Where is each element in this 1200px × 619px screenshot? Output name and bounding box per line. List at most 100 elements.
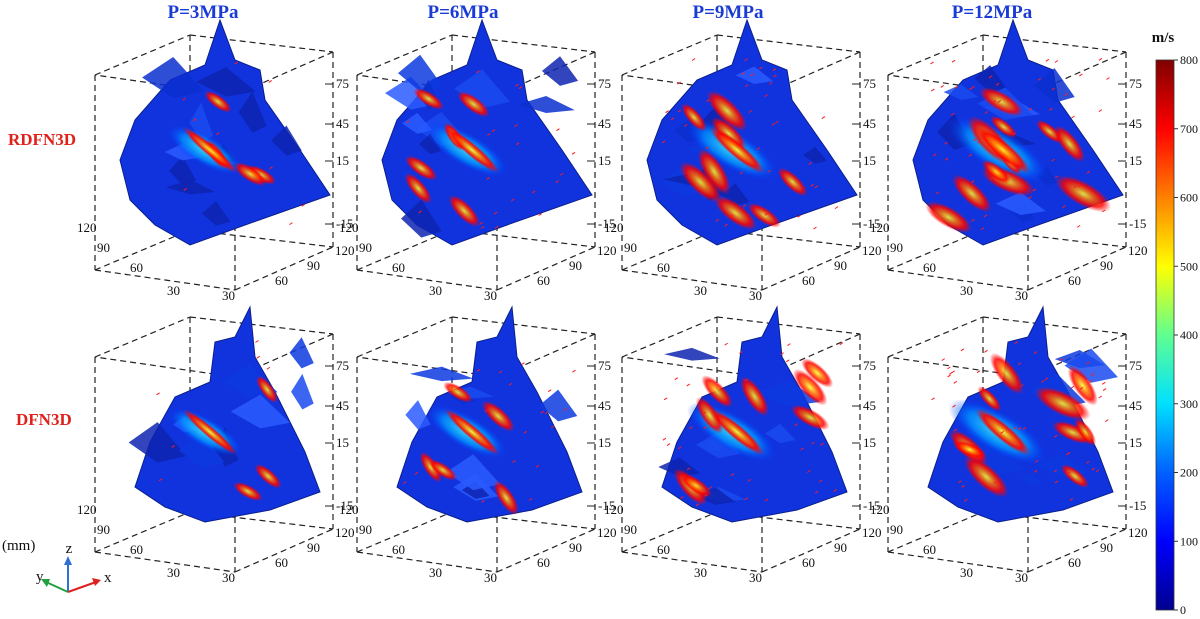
x-tick-label: 60	[275, 273, 288, 288]
z-tick-label: 75	[336, 76, 349, 91]
triad-y-label: y	[36, 569, 44, 585]
x-tick-label: 30	[222, 288, 235, 303]
y-tick-label: 60	[657, 542, 670, 557]
x-tick-label: 90	[1100, 540, 1113, 555]
z-tick-label: 15	[598, 153, 611, 168]
x-tick-label: 60	[1068, 555, 1081, 570]
y-tick-label: 60	[130, 542, 143, 557]
x-tick-label: 120	[335, 525, 355, 540]
y-tick-label: 60	[392, 542, 405, 557]
y-tick-label: 90	[359, 240, 372, 255]
y-tick-label: 90	[97, 522, 110, 537]
x-tick-label: 60	[275, 555, 288, 570]
colorbar-tick-label: 300	[1180, 397, 1198, 411]
z-tick-label: -15	[598, 498, 615, 513]
y-tick-label: 30	[694, 283, 707, 298]
y-tick-label: 30	[167, 565, 180, 580]
y-tick-label: 90	[890, 522, 903, 537]
z-tick-label: 45	[863, 116, 876, 131]
z-tick-label: 75	[336, 358, 349, 373]
z-tick-label: 15	[1129, 153, 1142, 168]
y-tick-label: 90	[624, 522, 637, 537]
z-tick-label: -15	[863, 498, 880, 513]
z-tick-label: 45	[336, 116, 349, 131]
y-tick-label: 30	[694, 565, 707, 580]
axis-unit-label: (mm)	[2, 538, 36, 554]
z-tick-label: 75	[1129, 76, 1142, 91]
colorbar-tick-label: 600	[1180, 191, 1198, 205]
z-tick-label: 75	[1129, 358, 1142, 373]
y-tick-label: 30	[167, 283, 180, 298]
x-tick-label: 90	[834, 540, 847, 555]
y-tick-label: 60	[923, 260, 936, 275]
y-tick-label: 60	[392, 260, 405, 275]
x-tick-label: 60	[1068, 273, 1081, 288]
z-tick-label: 45	[863, 398, 876, 413]
y-tick-label: 30	[429, 565, 442, 580]
colorbar-tick-label: 800	[1180, 53, 1198, 67]
column-title-3mpa: P=3MPa	[167, 2, 239, 23]
x-tick-label: 60	[802, 555, 815, 570]
x-tick-label: 90	[569, 258, 582, 273]
column-title-9mpa: P=9MPa	[692, 2, 764, 23]
z-tick-label: 15	[598, 435, 611, 450]
x-tick-label: 30	[484, 570, 497, 585]
z-tick-label: 75	[598, 358, 611, 373]
z-tick-label: 75	[863, 76, 876, 91]
y-tick-label: 90	[624, 240, 637, 255]
x-tick-label: 30	[484, 288, 497, 303]
x-tick-label: 30	[749, 570, 762, 585]
y-tick-label: 90	[359, 522, 372, 537]
z-tick-label: -15	[336, 216, 353, 231]
y-tick-label: 30	[960, 283, 973, 298]
y-tick-label: 120	[870, 220, 890, 235]
axis-triad: z x y	[36, 541, 112, 593]
z-tick-label: -15	[598, 216, 615, 231]
triad-x-label: x	[104, 570, 112, 586]
y-tick-label: 120	[339, 502, 359, 517]
x-tick-label: 120	[862, 525, 882, 540]
y-tick-label: 90	[890, 240, 903, 255]
row-label-rdfn3d: RDFN3D	[8, 130, 76, 149]
z-tick-label: 45	[598, 398, 611, 413]
y-tick-label: 120	[604, 220, 624, 235]
row-label-dfn3d: DFN3D	[16, 410, 72, 429]
colorbar-tick-label: 700	[1180, 122, 1198, 136]
y-tick-label: 120	[870, 502, 890, 517]
x-tick-label: 90	[307, 540, 320, 555]
z-tick-label: 45	[336, 398, 349, 413]
colorbar-tick-label: 200	[1180, 466, 1198, 480]
x-tick-label: 60	[537, 555, 550, 570]
y-tick-label: 90	[97, 240, 110, 255]
x-tick-label: 120	[597, 525, 617, 540]
colorbar-tick-label: 500	[1180, 259, 1198, 273]
x-tick-label: 30	[1015, 288, 1028, 303]
x-tick-label: 120	[862, 243, 882, 258]
z-tick-label: 45	[598, 116, 611, 131]
colorbar-gradient	[1155, 59, 1175, 611]
y-tick-label: 30	[960, 565, 973, 580]
y-tick-label: 120	[604, 502, 624, 517]
x-tick-label: 90	[569, 540, 582, 555]
z-tick-label: 15	[336, 435, 349, 450]
x-tick-label: 30	[222, 570, 235, 585]
colorbar: 800 700 600 500 400 300 200 100 0 m/s	[1152, 30, 1198, 617]
z-tick-label: 75	[863, 358, 876, 373]
z-tick-label: -15	[1129, 498, 1146, 513]
x-tick-label: 60	[802, 273, 815, 288]
z-tick-label: -15	[1129, 216, 1146, 231]
x-tick-label: 90	[307, 258, 320, 273]
x-tick-label: 120	[335, 243, 355, 258]
x-tick-label: 30	[1015, 570, 1028, 585]
z-tick-label: 15	[863, 435, 876, 450]
x-tick-label: 90	[834, 258, 847, 273]
z-tick-label: 45	[1129, 116, 1142, 131]
